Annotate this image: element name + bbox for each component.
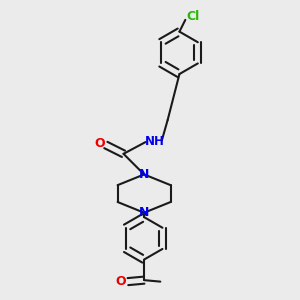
Text: O: O <box>115 275 126 288</box>
Text: O: O <box>94 137 105 150</box>
Text: NH: NH <box>145 135 164 148</box>
Text: N: N <box>139 206 149 219</box>
Text: Cl: Cl <box>186 11 199 23</box>
Text: N: N <box>139 168 149 181</box>
